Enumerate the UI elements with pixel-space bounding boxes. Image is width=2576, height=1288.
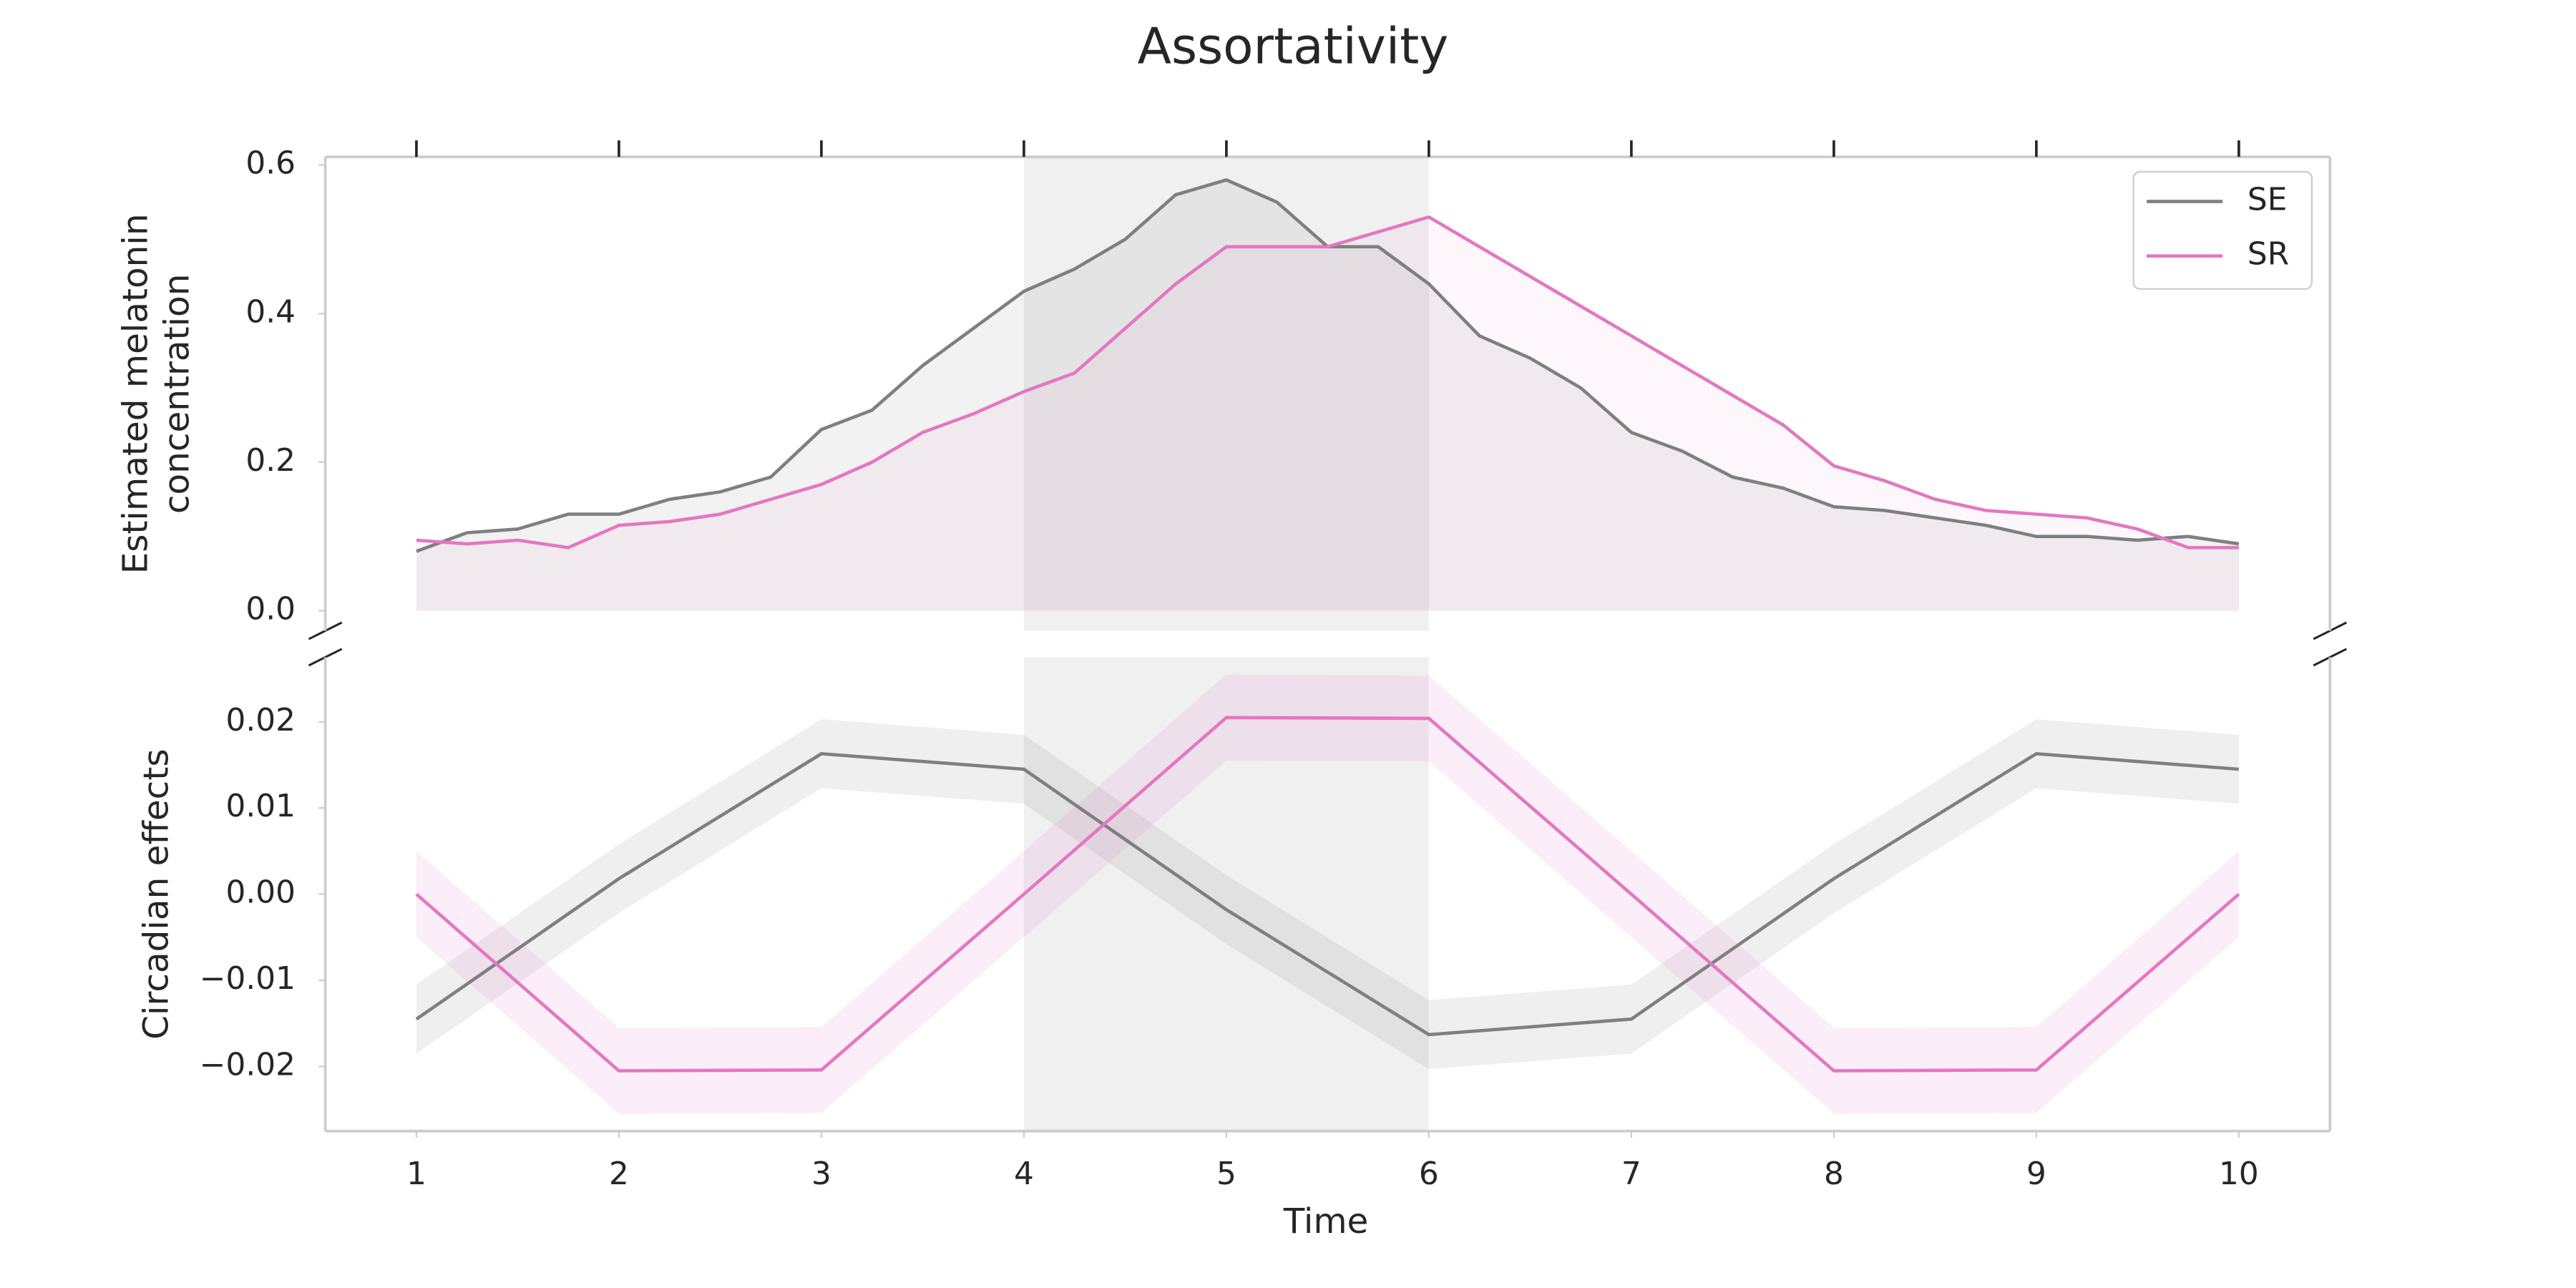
line [415,716,2240,1073]
shaded-region [1023,657,1429,1131]
confidence-band [416,674,2239,1114]
legend-label: SE [2248,182,2288,218]
x-tick-label: 6 [1419,1156,1439,1192]
y-tick-label: 0.4 [245,293,296,330]
y-tick-label: 0.0 [245,591,296,628]
x-tick-label: 3 [811,1156,831,1192]
x-tick-label: 5 [1216,1156,1236,1192]
x-tick-label: 2 [609,1156,629,1192]
y-tick-label: 0.02 [225,702,296,738]
y-tick-label: 0.00 [225,874,296,911]
legend: SE SR [2132,170,2313,290]
y-tick-label: 0.6 [245,145,296,182]
x-tick-label: 8 [1824,1156,1844,1192]
y-axis-label: Estimated melatonin [116,213,156,574]
x-axis-label: Time [1283,1201,1369,1241]
line [416,215,2239,550]
chart-title: Assortativity [1138,18,1449,75]
line [415,751,2239,1037]
x-tick-label: 9 [2026,1156,2046,1192]
legend-label: SR [2248,236,2289,273]
x-tick-label: 7 [1621,1156,1641,1192]
y-tick-label: −0.01 [200,960,296,997]
y-axis-label: Circadian effects [137,748,177,1039]
x-tick-label: 1 [406,1156,426,1192]
area [416,180,2239,611]
y-axis-label: concentration [157,274,197,514]
x-tick-label: 4 [1014,1156,1034,1192]
x-tick-label: 10 [2219,1156,2259,1192]
area [416,217,2239,611]
y-tick-label: 0.01 [225,788,296,824]
y-tick-label: −0.02 [200,1046,296,1083]
y-tick-label: 0.2 [245,442,296,479]
